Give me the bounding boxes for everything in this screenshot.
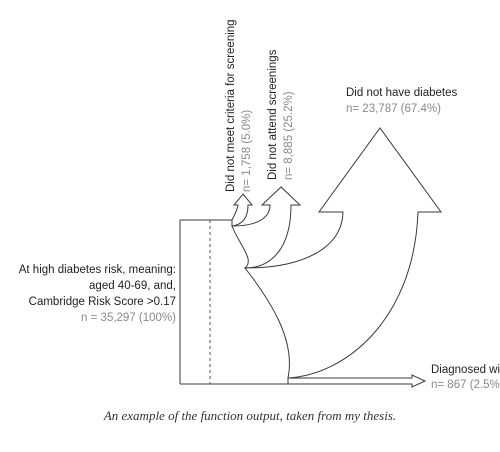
figure-caption: An example of the function output, taken… [103, 408, 397, 423]
flow-body [179, 219, 288, 385]
attendance-branch-title: Did not attend screenings [267, 49, 279, 180]
no-diabetes-branch-title: Did not have diabetes [346, 87, 457, 99]
diagnosed-branch-count: n= 867 (2.5%) [431, 379, 500, 391]
no-diabetes-branch-arrow [243, 127, 442, 379]
criteria-branch-title: Did not meet criteria for screening [225, 19, 237, 192]
source-count: n = 35,297 (100%) [81, 312, 176, 324]
flow-diagram-frame: At high diabetes risk, meaning: aged 40-… [19, 19, 500, 391]
attendance-branch-arrow [231, 186, 302, 269]
source-label-line3: Cambridge Risk Score >0.17 [29, 296, 176, 308]
diagnosed-branch-arrow [287, 374, 427, 388]
criteria-branch-arrow [231, 193, 254, 227]
criteria-branch-count: n= 1,758 (5.0%) [241, 110, 253, 192]
source-label-line1: At high diabetes risk, meaning: [19, 264, 176, 276]
diagnosed-branch-title: Diagnosed with diabetes [431, 364, 500, 376]
no-diabetes-branch-count: n= 23,787 (67.4%) [346, 103, 441, 115]
attendance-branch-count: n= 8,885 (25.2%) [283, 91, 295, 180]
sankey-flow-diagram: At high diabetes risk, meaning: aged 40-… [19, 19, 500, 391]
source-label-line2: aged 40-69, and, [89, 280, 176, 292]
